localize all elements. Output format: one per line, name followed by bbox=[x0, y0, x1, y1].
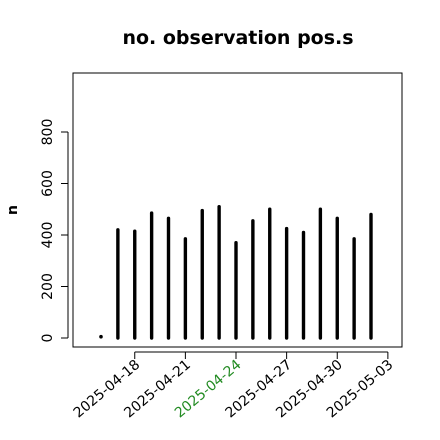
plot-frame bbox=[72, 72, 403, 348]
chart-title: no. observation pos.s bbox=[122, 27, 353, 49]
y-axis-label: n bbox=[5, 205, 21, 215]
y-tick-label: 200 bbox=[40, 273, 56, 300]
x-axis: 2025-04-182025-04-212025-04-242025-04-27… bbox=[71, 351, 396, 421]
bar-marker bbox=[99, 334, 103, 339]
bars-layer bbox=[99, 204, 373, 340]
y-tick-label: 0 bbox=[40, 334, 56, 343]
y-axis: 0 200 400 600 800 bbox=[40, 119, 69, 343]
y-tick-label: 600 bbox=[40, 170, 56, 197]
y-tick-label: 400 bbox=[40, 222, 56, 249]
y-tick-label: 800 bbox=[40, 119, 56, 146]
